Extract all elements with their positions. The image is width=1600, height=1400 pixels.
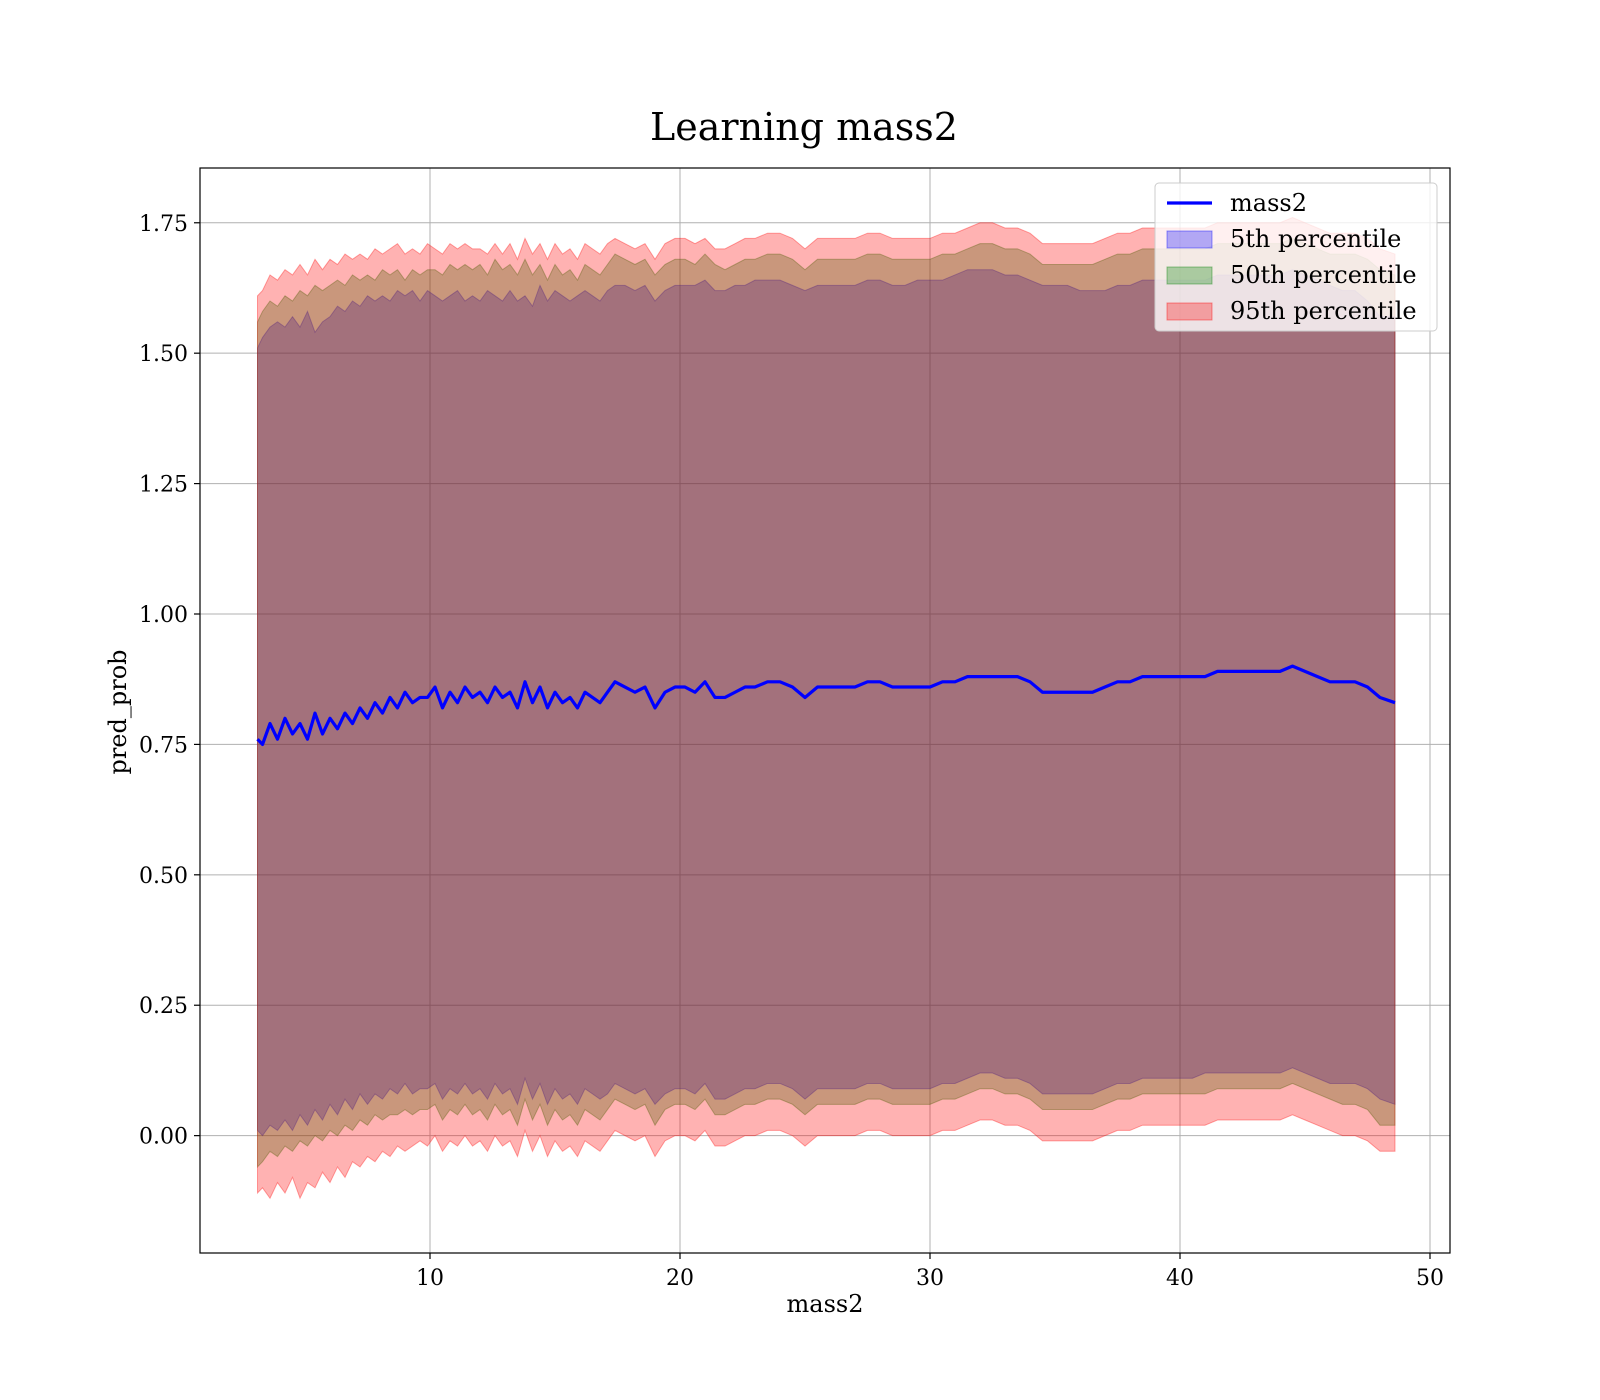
legend-box (1154, 182, 1438, 332)
x-ticks: 10 20 30 40 50 (416, 1253, 1444, 1291)
legend: mass2 5th percentile 50th percentile 95th p… (1154, 182, 1438, 332)
x-tick-label-0: 10 (416, 1266, 444, 1291)
y-tick-label-5: 1.25 (139, 473, 188, 498)
y-tick-label-1: 0.25 (139, 994, 188, 1019)
legend-swatch-3 (1166, 302, 1213, 321)
legend-label-3: 95th percentile (1230, 297, 1417, 325)
band-95th-percentile (257, 217, 1396, 1200)
legend-label-2: 50th percentile (1230, 261, 1417, 289)
legend-label-0: mass2 (1230, 189, 1307, 217)
axes-frame (199, 167, 1451, 1254)
chart-title: Learning mass2 (650, 105, 958, 149)
legend-swatch-1 (1166, 230, 1213, 249)
x-tick-label-2: 30 (916, 1266, 944, 1291)
grid (200, 168, 1450, 1253)
mass2-line-layer (256, 664, 1396, 747)
series-line-mass2 (256, 664, 1396, 747)
y-tick-label-3: 0.75 (139, 733, 188, 758)
legend-swatch-2 (1166, 266, 1213, 285)
plot-area (200, 168, 1450, 1253)
x-tick-label-1: 20 (666, 1266, 694, 1291)
y-tick-label-4: 1.00 (139, 603, 188, 628)
y-tick-label-0: 0.00 (139, 1125, 188, 1150)
band-50th-percentile (257, 237, 1396, 1169)
y-tick-label-2: 0.50 (139, 864, 188, 889)
y-tick-label-6: 1.50 (139, 342, 188, 367)
band-5th-percentile (257, 269, 1396, 1137)
y-ticks: 0.00 0.25 0.50 0.75 1.00 1.25 1.50 1.75 (139, 212, 200, 1150)
x-axis-label: mass2 (787, 1290, 864, 1318)
x-tick-label-3: 40 (1166, 1266, 1194, 1291)
percentile-bands (257, 217, 1396, 1200)
legend-label-1: 5th percentile (1230, 225, 1401, 253)
x-tick-label-4: 50 (1416, 1266, 1444, 1291)
y-tick-label-7: 1.75 (139, 212, 188, 237)
y-axis-label: pred_prob (104, 649, 132, 774)
